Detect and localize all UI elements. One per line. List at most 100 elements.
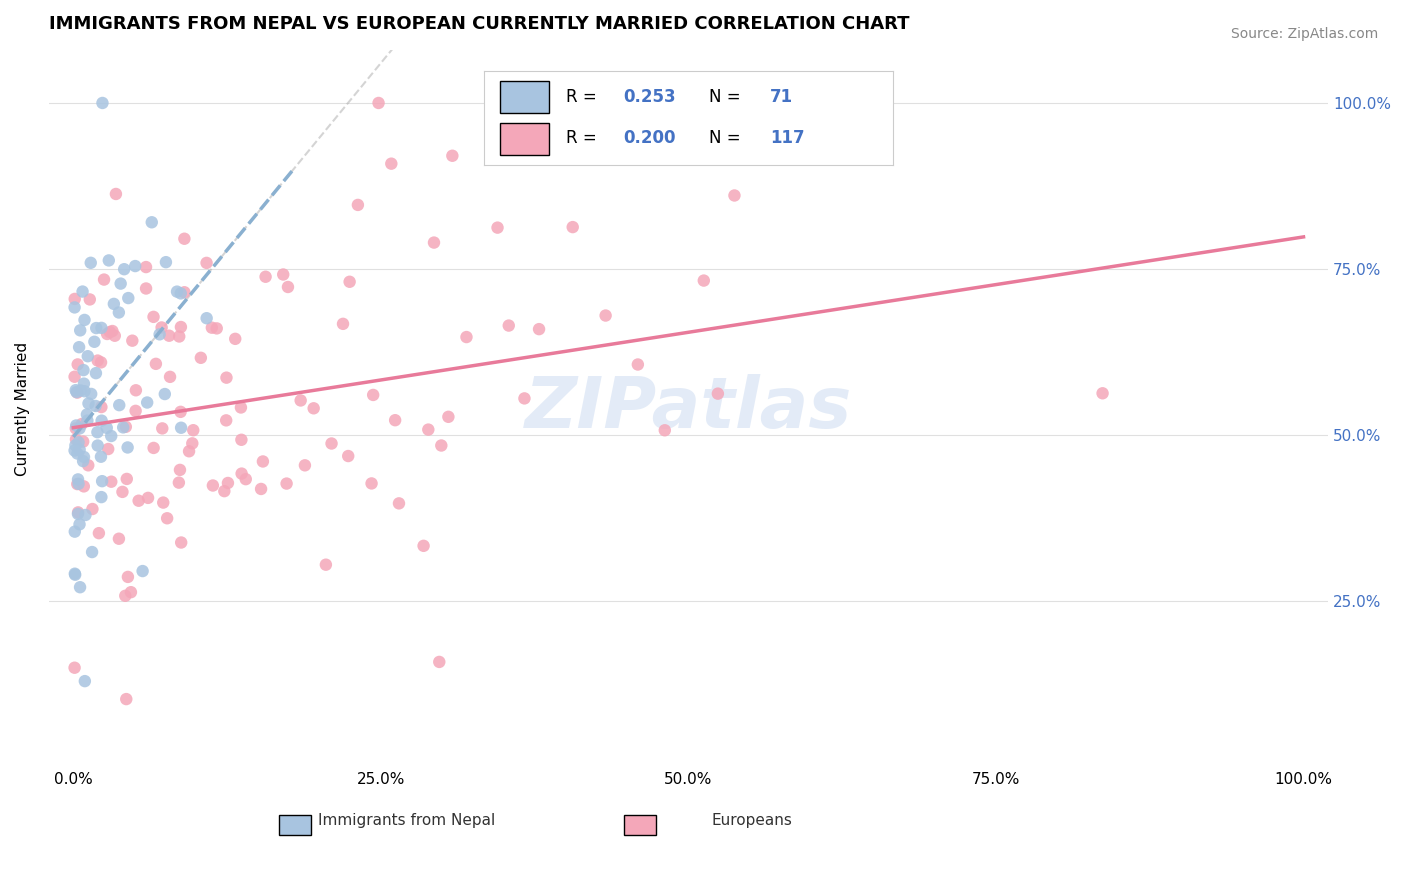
Europeans — [321, 436, 343, 450]
Immigrants from Nepal — [80, 256, 103, 270]
Europeans — [1091, 386, 1114, 401]
Europeans — [170, 320, 193, 334]
Immigrants from Nepal — [90, 321, 112, 335]
Europeans — [388, 496, 411, 510]
FancyBboxPatch shape — [278, 815, 311, 835]
Immigrants from Nepal — [90, 490, 112, 504]
Europeans — [271, 268, 294, 282]
Immigrants from Nepal — [69, 442, 91, 457]
Europeans — [190, 351, 212, 365]
Europeans — [595, 309, 617, 323]
Europeans — [276, 476, 298, 491]
Immigrants from Nepal — [108, 398, 131, 412]
Europeans — [229, 401, 252, 415]
Europeans — [170, 535, 193, 549]
Europeans — [82, 502, 104, 516]
Europeans — [361, 388, 384, 402]
Europeans — [79, 293, 101, 307]
Text: Immigrants from Nepal: Immigrants from Nepal — [318, 813, 495, 828]
Immigrants from Nepal — [76, 414, 98, 428]
Europeans — [66, 385, 89, 400]
Immigrants from Nepal — [67, 340, 90, 354]
Europeans — [142, 310, 165, 324]
Text: ZIPatlas: ZIPatlas — [524, 374, 852, 443]
Europeans — [707, 386, 730, 401]
Europeans — [87, 526, 110, 541]
Immigrants from Nepal — [66, 507, 89, 521]
Europeans — [114, 589, 136, 603]
Europeans — [418, 423, 440, 437]
Europeans — [73, 479, 96, 493]
Immigrants from Nepal — [65, 385, 87, 400]
Europeans — [114, 419, 136, 434]
Immigrants from Nepal — [84, 399, 107, 413]
Europeans — [380, 156, 402, 170]
Immigrants from Nepal — [117, 291, 139, 305]
Europeans — [101, 324, 124, 338]
Immigrants from Nepal — [69, 580, 91, 594]
Europeans — [173, 285, 195, 300]
Immigrants from Nepal — [63, 301, 86, 315]
Europeans — [201, 478, 224, 492]
Europeans — [152, 495, 174, 509]
Europeans — [347, 198, 370, 212]
Europeans — [70, 417, 93, 431]
Europeans — [215, 370, 238, 384]
Europeans — [86, 353, 108, 368]
Immigrants from Nepal — [97, 253, 120, 268]
Europeans — [159, 369, 181, 384]
Immigrants from Nepal — [84, 321, 107, 335]
Immigrants from Nepal — [110, 277, 132, 291]
Immigrants from Nepal — [141, 215, 163, 229]
Europeans — [63, 661, 86, 675]
Europeans — [96, 326, 118, 341]
Immigrants from Nepal — [195, 311, 218, 326]
Europeans — [456, 330, 478, 344]
Europeans — [121, 334, 143, 348]
Immigrants from Nepal — [100, 429, 122, 443]
Europeans — [302, 401, 325, 416]
Europeans — [181, 423, 204, 437]
Immigrants from Nepal — [155, 255, 177, 269]
Europeans — [231, 467, 253, 481]
Europeans — [231, 433, 253, 447]
Europeans — [135, 260, 157, 274]
Immigrants from Nepal — [108, 305, 131, 319]
Europeans — [145, 357, 167, 371]
Immigrants from Nepal — [73, 313, 96, 327]
Immigrants from Nepal — [69, 421, 91, 435]
Immigrants from Nepal — [83, 334, 105, 349]
Europeans — [693, 274, 716, 288]
Europeans — [136, 491, 159, 505]
Europeans — [561, 220, 583, 235]
Immigrants from Nepal — [112, 420, 135, 434]
Immigrants from Nepal — [103, 297, 125, 311]
Europeans — [115, 472, 138, 486]
Immigrants from Nepal — [75, 508, 97, 522]
Immigrants from Nepal — [76, 408, 98, 422]
Europeans — [108, 532, 131, 546]
Immigrants from Nepal — [170, 286, 193, 301]
Europeans — [104, 186, 127, 201]
Text: IMMIGRANTS FROM NEPAL VS EUROPEAN CURRENTLY MARRIED CORRELATION CHART: IMMIGRANTS FROM NEPAL VS EUROPEAN CURREN… — [49, 15, 910, 33]
Europeans — [513, 392, 536, 406]
Immigrants from Nepal — [136, 395, 159, 409]
Europeans — [527, 322, 550, 336]
Europeans — [337, 449, 360, 463]
Europeans — [498, 318, 520, 333]
Europeans — [135, 281, 157, 295]
Immigrants from Nepal — [131, 564, 153, 578]
Europeans — [90, 355, 112, 369]
Immigrants from Nepal — [69, 517, 91, 532]
Europeans — [224, 332, 246, 346]
Europeans — [294, 458, 316, 473]
Europeans — [169, 405, 191, 419]
Europeans — [427, 655, 450, 669]
Immigrants from Nepal — [166, 285, 188, 299]
Immigrants from Nepal — [65, 438, 87, 452]
Immigrants from Nepal — [76, 349, 98, 363]
Europeans — [150, 320, 173, 334]
Europeans — [97, 442, 120, 456]
Y-axis label: Currently Married: Currently Married — [15, 342, 30, 475]
Europeans — [98, 325, 121, 339]
